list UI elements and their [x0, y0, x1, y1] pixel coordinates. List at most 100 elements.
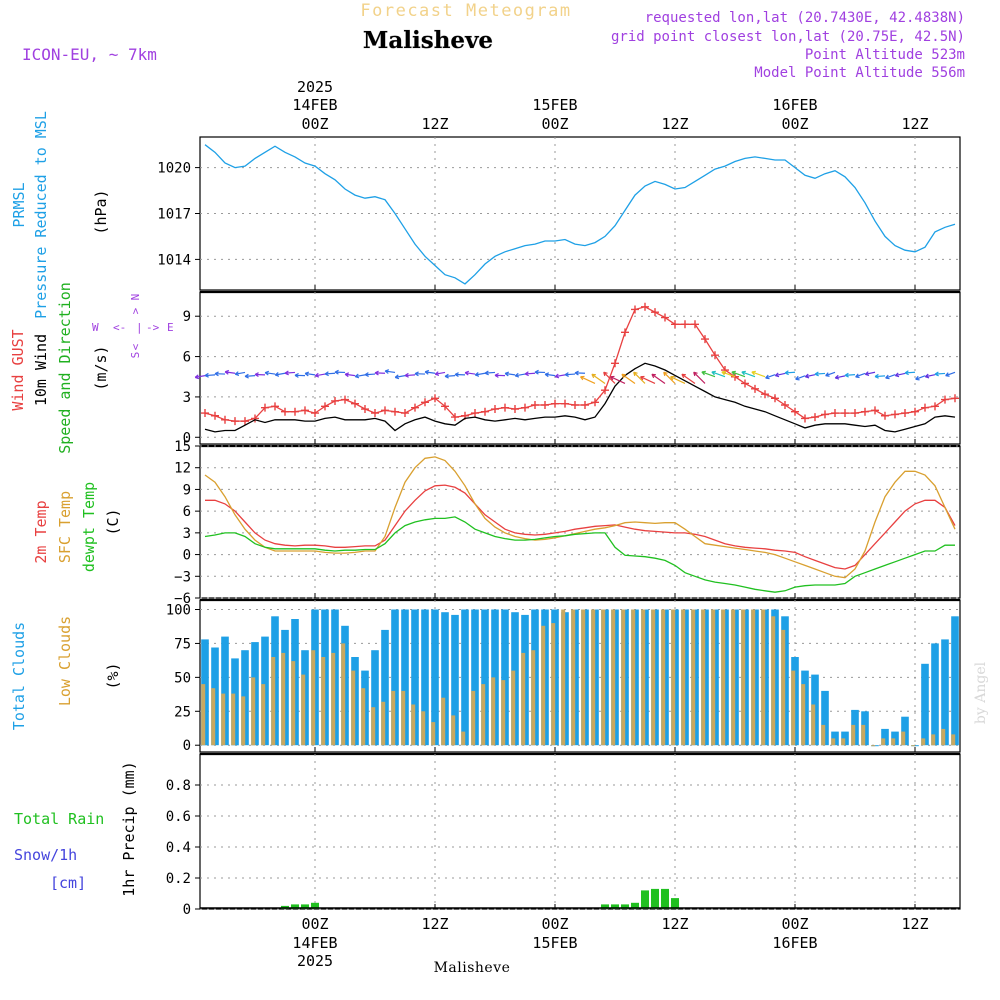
gust-marker: [811, 413, 819, 422]
gust-marker: [261, 403, 269, 412]
gust-marker: [681, 320, 689, 329]
low-clouds-bar: [631, 609, 636, 746]
gust-marker: [441, 402, 449, 411]
wind-direction-arrow: [864, 371, 876, 377]
gust-marker: [631, 305, 639, 314]
wind-direction-arrow: [855, 372, 866, 379]
total-clouds-bar: [491, 609, 499, 746]
gust-marker: [331, 396, 339, 405]
wind-direction-arrow: [711, 370, 726, 378]
gust-marker: [701, 335, 709, 344]
ytick-label: −6: [174, 591, 191, 607]
bottom-date-label: 16FEB: [772, 934, 817, 952]
compass-n: N: [129, 294, 142, 301]
low-clouds-bar: [851, 724, 856, 746]
gust-marker: [511, 405, 519, 414]
gust-marker: [891, 410, 899, 419]
wind-direction-arrow: [663, 371, 676, 384]
sfc-temp-label: SFC Temp: [56, 491, 74, 563]
low-clouds-bar: [461, 731, 466, 746]
ytick-label: 25: [174, 704, 191, 720]
wind-direction-arrow: [651, 373, 666, 384]
gust-marker: [551, 399, 559, 408]
low-clouds-bar: [621, 609, 626, 746]
rain-bar: [621, 904, 629, 909]
wind-unit: (m/s): [92, 345, 110, 390]
requested-coords: requested lon,lat (20.7430E, 42.4838N): [645, 10, 965, 26]
low-clouds-bar: [831, 738, 836, 746]
bottom-date-label: 15FEB: [532, 934, 577, 952]
wind-direction-arrow: [731, 370, 746, 378]
wind-direction-arrow: [564, 372, 576, 377]
ytick-label: 0: [183, 430, 191, 446]
bottom-hour-label: 12Z: [901, 915, 928, 933]
rain-bar: [671, 898, 679, 909]
low-clouds-bar: [501, 680, 506, 746]
gust-marker: [561, 399, 569, 408]
bottom-year-label: 2025: [297, 952, 333, 970]
total-clouds-bar: [831, 731, 839, 746]
total-clouds-bar: [821, 690, 829, 746]
gust-marker: [271, 402, 279, 411]
rain-bar: [311, 902, 319, 909]
wind-direction-arrow: [741, 370, 756, 378]
wind-gust-line: [204, 306, 956, 422]
gust-marker: [321, 402, 329, 411]
wind-direction-arrow: [254, 372, 266, 378]
bottom-date-label: 14FEB: [292, 934, 337, 952]
low-clouds-bar: [421, 711, 426, 746]
wind-direction-arrow: [765, 374, 776, 380]
total-clouds-bar: [411, 609, 419, 746]
gust-marker: [451, 413, 459, 422]
total-clouds-bar: [441, 612, 449, 746]
low-clouds-bar: [451, 715, 456, 746]
bottom-hour-label: 12Z: [421, 915, 448, 933]
wind-direction-arrow: [804, 373, 816, 379]
wind-direction-arrow: [534, 369, 546, 375]
top-hour-label: 00Z: [541, 115, 568, 133]
low-clouds-label: Low Clouds: [56, 616, 74, 706]
low-clouds-bar: [291, 661, 296, 746]
wind-direction-arrow: [670, 375, 686, 385]
2m-temp-label: 2m Temp: [32, 500, 50, 563]
gust-marker: [241, 417, 249, 426]
total-clouds-bar: [921, 663, 929, 746]
wind-direction-arrow: [544, 372, 556, 378]
low-clouds-bar: [641, 609, 646, 746]
dewpt-temp-line: [204, 516, 955, 593]
watermark-title: Forecast Meteogram: [360, 1, 571, 21]
rain-bar: [661, 888, 669, 909]
low-clouds-bar: [941, 728, 946, 746]
gust-marker: [231, 417, 239, 426]
compass-w: W: [92, 321, 99, 334]
wind-direction-arrow: [414, 371, 426, 377]
sfc-temp-line: [204, 456, 956, 579]
gust-marker: [951, 394, 959, 403]
wind-direction-arrow: [701, 370, 716, 378]
gust-marker: [301, 406, 309, 415]
wind-direction-arrow: [194, 374, 206, 380]
gust-marker: [311, 409, 319, 418]
wind-direction-arrow: [844, 372, 856, 378]
gust-marker: [221, 415, 229, 424]
wind-direction-arrow: [444, 373, 456, 379]
top-year-label: 2025: [297, 78, 333, 96]
low-clouds-bar: [341, 643, 346, 746]
total-clouds-label: Total Clouds: [10, 622, 28, 730]
low-clouds-bar: [541, 625, 546, 746]
wind-direction-arrow: [324, 371, 336, 377]
gust-marker: [871, 406, 879, 415]
gust-marker: [421, 398, 429, 407]
gust-marker: [291, 407, 299, 416]
gust-marker: [341, 395, 349, 404]
prmsl-label: PRMSL: [10, 182, 28, 227]
wind-direction-arrow: [814, 371, 826, 377]
gust-marker: [211, 411, 219, 420]
model-altitude: Model Point Altitude 556m: [754, 65, 965, 81]
total-clouds-bar: [421, 609, 429, 746]
bottom-hour-label: 00Z: [541, 915, 568, 933]
speed-direction-label: Speed and Direction: [56, 282, 74, 454]
low-clouds-bar: [381, 701, 386, 746]
low-clouds-bar: [301, 674, 306, 746]
